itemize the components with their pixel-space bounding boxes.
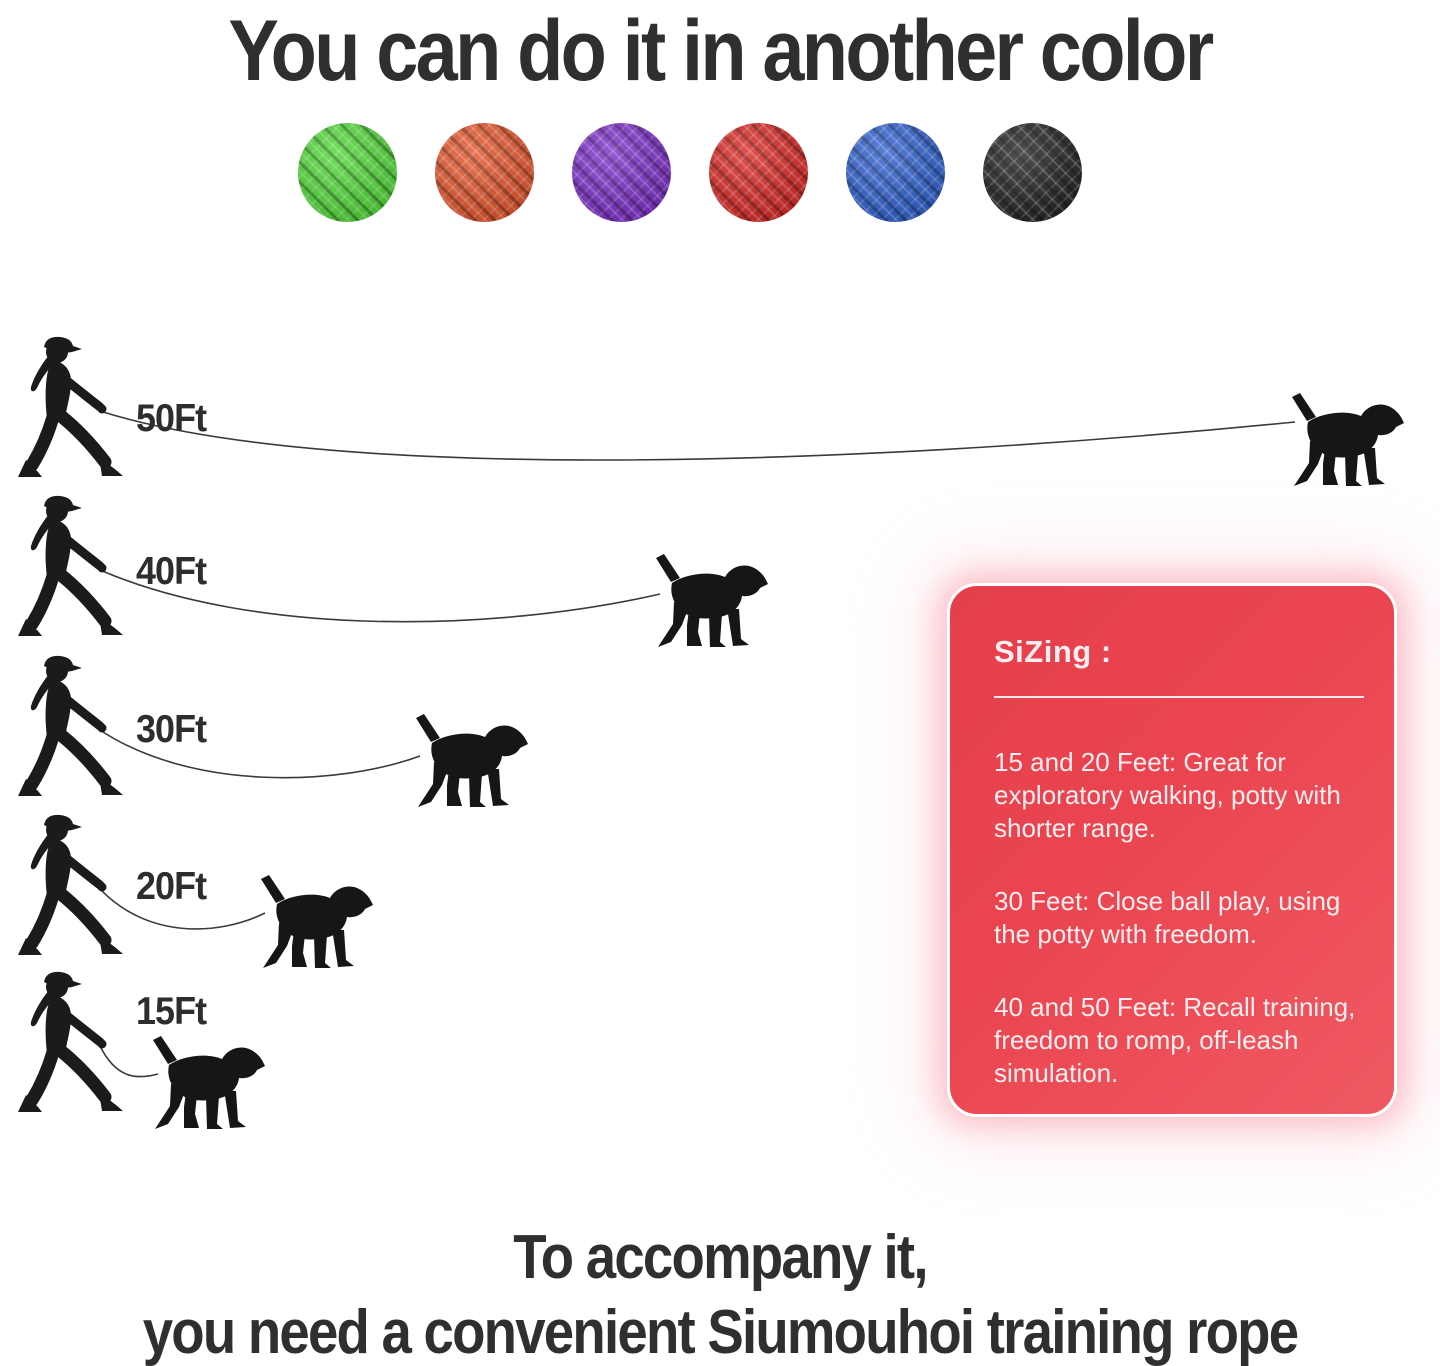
leash-line	[99, 1045, 159, 1078]
color-swatch-blue	[846, 123, 945, 222]
dog-silhouette-icon	[254, 873, 373, 971]
color-swatch-black	[983, 123, 1082, 222]
sizing-card: SiZing : 15 and 20 Feet: Great for explo…	[947, 583, 1397, 1117]
sizing-item-40-50ft: 40 and 50 Feet: Recall training, freedom…	[994, 992, 1356, 1089]
color-swatch-orange	[435, 123, 534, 222]
person-silhouette-icon	[4, 811, 126, 961]
footer-line-2: you need a convenient Siumouhoi training…	[142, 1298, 1299, 1366]
page-title: You can do it in another color	[228, 3, 1214, 99]
sizing-card-divider	[994, 696, 1364, 698]
dog-silhouette-icon	[1285, 391, 1404, 489]
color-swatch-green	[298, 123, 397, 222]
footer-heading: To accompany it, you need a convenient S…	[0, 1222, 1440, 1366]
sizing-item-15-20ft: 15 and 20 Feet: Great for exploratory wa…	[994, 747, 1341, 844]
color-swatch-row	[298, 123, 1082, 222]
dog-silhouette-icon	[146, 1034, 265, 1132]
leash-line	[99, 888, 266, 930]
sizing-item-30ft: 30 Feet: Close ball play, using the pott…	[994, 886, 1341, 950]
leash-row-15ft: 15Ft	[0, 968, 1440, 1133]
leash-line	[99, 569, 661, 623]
color-swatch-red	[709, 123, 808, 222]
leash-length-label: 15Ft	[136, 990, 207, 1033]
leash-length-label: 30Ft	[136, 708, 207, 751]
dog-silhouette-icon	[649, 552, 768, 650]
color-swatch-purple	[572, 123, 671, 222]
person-silhouette-icon	[4, 652, 126, 802]
sizing-card-title: SiZing :	[994, 634, 1112, 669]
leash-line	[99, 729, 421, 779]
leash-row-30ft: 30Ft	[0, 652, 1440, 817]
person-silhouette-icon	[4, 968, 126, 1118]
person-silhouette-icon	[4, 333, 126, 483]
leash-length-label: 50Ft	[136, 397, 207, 440]
leash-row-40ft: 40Ft	[0, 492, 1440, 657]
leash-length-label: 20Ft	[136, 865, 207, 908]
person-silhouette-icon	[4, 492, 126, 642]
footer-line-1: To accompany it,	[513, 1223, 928, 1292]
leash-row-50ft: 50Ft	[0, 333, 1440, 498]
leash-row-20ft: 20Ft	[0, 811, 1440, 976]
leash-line	[99, 410, 1296, 461]
dog-silhouette-icon	[409, 712, 528, 810]
leash-length-label: 40Ft	[136, 550, 207, 593]
